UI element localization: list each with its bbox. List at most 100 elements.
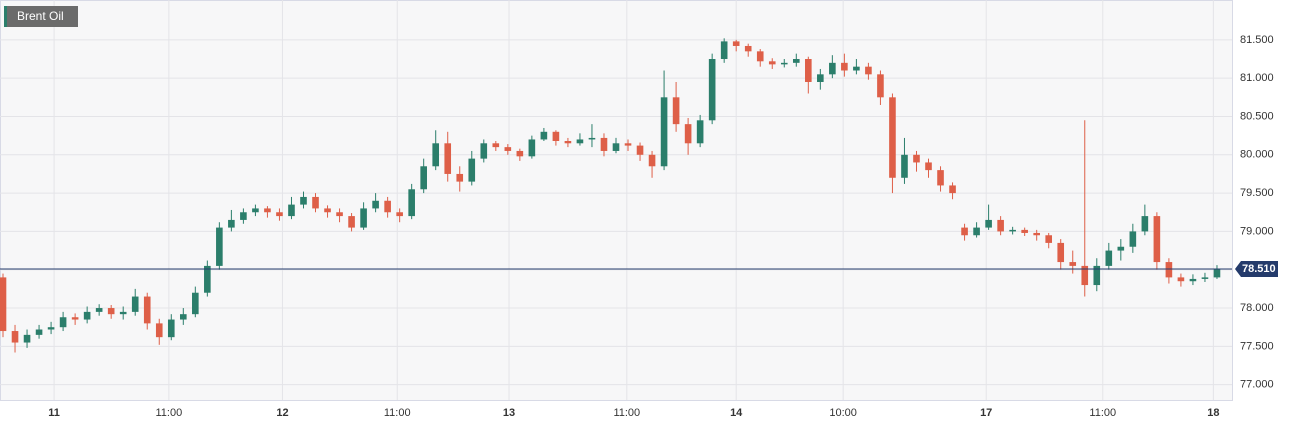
candle-body	[1117, 246, 1125, 251]
candle-body	[480, 143, 488, 159]
y-tick-label: 79.500	[1240, 187, 1274, 199]
candle-body	[901, 154, 908, 178]
y-tick-label: 80.500	[1240, 110, 1274, 122]
candle-body	[95, 308, 103, 312]
candle-body	[660, 97, 668, 167]
candle-body	[228, 219, 235, 228]
candle-body	[913, 154, 920, 163]
candle-body	[732, 41, 740, 46]
candle-body	[528, 139, 536, 157]
candle-body	[216, 227, 223, 266]
candle-body	[1141, 216, 1149, 232]
candle-body	[1057, 242, 1065, 263]
candle-body	[456, 173, 464, 182]
x-tick-label: 11	[48, 407, 60, 419]
y-tick-label: 81.000	[1240, 72, 1274, 84]
candle-body	[71, 317, 79, 320]
candle-body	[540, 131, 548, 140]
candle-body	[780, 62, 788, 65]
candle-body	[672, 97, 680, 125]
candle-body	[985, 219, 992, 228]
y-tick-label: 79.000	[1240, 225, 1274, 237]
x-tick-label: 11:00	[384, 407, 411, 419]
candle-body	[204, 265, 211, 293]
candle-body	[949, 185, 956, 194]
candle-body	[420, 166, 427, 190]
candle-body	[1177, 277, 1185, 282]
candle-body	[408, 189, 415, 217]
candle-body	[684, 124, 692, 144]
candle-body	[240, 212, 247, 220]
candle-body	[768, 61, 776, 65]
candle-body	[1081, 265, 1089, 286]
candle-body	[288, 204, 295, 217]
candle-body	[372, 200, 379, 209]
candle-body	[973, 227, 980, 236]
candle-body	[83, 311, 91, 320]
candle-body	[1033, 232, 1040, 236]
candle-body	[1165, 262, 1173, 278]
x-tick-label: 11:00	[156, 407, 183, 419]
x-tick-label: 13	[503, 407, 515, 419]
candle-body	[1093, 265, 1101, 286]
candle-body	[720, 41, 728, 60]
y-tick-label: 77.000	[1240, 379, 1274, 391]
candle-body	[468, 158, 476, 182]
candle-body	[817, 74, 824, 82]
candle-body	[889, 97, 896, 178]
y-tick-label: 81.500	[1240, 34, 1274, 46]
candle-body	[324, 208, 331, 213]
x-tick-label: 11:00	[613, 407, 640, 419]
candle-body	[1153, 216, 1161, 263]
candle-body	[1213, 268, 1221, 278]
candle-body	[708, 59, 716, 121]
candle-body	[444, 143, 452, 174]
candle-body	[492, 143, 500, 148]
candle-body	[636, 145, 644, 155]
candle-body	[59, 317, 67, 328]
candle-body	[841, 62, 848, 71]
candle-body	[167, 319, 175, 338]
candle-body	[264, 208, 271, 213]
y-tick-label: 77.500	[1240, 340, 1274, 352]
last-price-label: 78.510	[1242, 263, 1276, 275]
axes: 77.00077.50078.00078.50079.00079.50080.0…	[48, 34, 1278, 419]
x-tick-label: 14	[730, 407, 743, 419]
candles	[0, 38, 1232, 353]
candle-body	[35, 329, 43, 335]
candle-body	[865, 66, 872, 75]
last-price-badge	[1235, 260, 1278, 277]
candle-body	[612, 143, 620, 151]
y-tick-label: 78.000	[1240, 302, 1274, 314]
candle-body	[1069, 262, 1077, 266]
candle-body	[600, 137, 608, 151]
candle-body	[744, 45, 752, 52]
x-tick-label: 11:00	[1089, 407, 1116, 419]
x-tick-label: 10:00	[829, 407, 857, 419]
candle-body	[792, 59, 800, 63]
candle-body	[336, 212, 343, 217]
chart-title: Brent Oil	[17, 9, 64, 23]
candle-body	[516, 150, 524, 157]
candle-body	[925, 162, 932, 171]
candle-body	[312, 196, 319, 209]
candle-body	[47, 327, 55, 330]
candle-body	[276, 212, 283, 217]
plot-area	[0, 0, 1233, 401]
candle-body	[192, 292, 199, 315]
x-tick-label: 18	[1207, 407, 1219, 419]
candle-body	[11, 331, 19, 343]
candle-body	[348, 216, 355, 228]
candle-body	[696, 120, 704, 144]
candle-body	[0, 277, 7, 332]
candle-body	[648, 154, 656, 167]
candle-body	[504, 147, 512, 151]
candle-body	[829, 62, 836, 75]
y-tick-label: 80.000	[1240, 149, 1274, 161]
candle-body	[107, 308, 115, 315]
candle-body	[396, 212, 403, 217]
candle-body	[805, 59, 812, 82]
candle-body	[564, 140, 572, 144]
title-badge	[4, 6, 78, 27]
